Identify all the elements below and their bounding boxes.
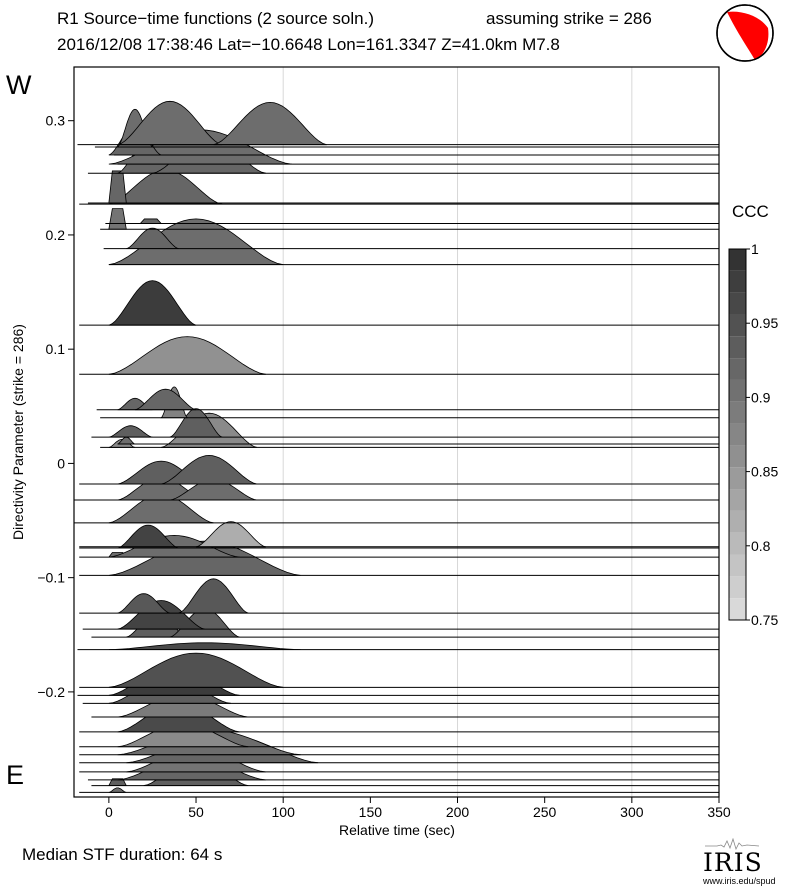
- stf-pulse: [108, 208, 127, 230]
- stf-pulse: [169, 408, 223, 438]
- stf-trace: [77, 100, 719, 146]
- stf-pulse: [213, 101, 327, 146]
- colorbar-tick-label: 0.85: [751, 464, 778, 480]
- plot-frame: [73, 66, 720, 798]
- stf-pulse: [108, 425, 153, 438]
- x-tick-label: 50: [188, 804, 204, 820]
- stf-trace: [79, 521, 719, 548]
- stf-pulse: [161, 454, 258, 485]
- colorbar-band: [729, 532, 746, 555]
- y-tick-label: 0: [57, 455, 65, 471]
- colorbar-band: [729, 249, 746, 271]
- colorbar-band: [729, 358, 746, 380]
- y-tick-label: 0.2: [46, 227, 66, 243]
- iris-logo: IRIS www.iris.edu/spud: [703, 838, 776, 886]
- stf-pulse: [108, 170, 127, 204]
- stf-trace: [79, 578, 719, 614]
- stf-trace: [79, 280, 719, 326]
- colorbar-band: [729, 423, 746, 446]
- colorbar-tick-label: 0.75: [751, 612, 778, 628]
- colorbar-frame: [728, 248, 747, 621]
- stf-pulse: [108, 787, 127, 793]
- x-axis: 0 50 100 150 200 250 300 350: [105, 797, 731, 820]
- stf-trace: [79, 787, 719, 793]
- x-tick-label: 350: [707, 804, 731, 820]
- stf-pulse: [117, 600, 205, 630]
- colorbar-band: [729, 314, 746, 337]
- ccc-colorbar: 1 0.95 0.9 0.85 0.8 0.75: [728, 241, 778, 628]
- colorbar-tick-label: 1: [751, 241, 759, 257]
- stf-pulse: [117, 524, 179, 549]
- stf-trace: [77, 642, 719, 651]
- stf-pulse: [108, 652, 284, 688]
- seismogram-icon: [705, 838, 760, 850]
- stf-trace: [96, 388, 719, 411]
- x-tick-label: 150: [359, 804, 383, 820]
- colorbar-band: [729, 554, 746, 577]
- traces-layer: [74, 100, 719, 793]
- colorbar-band: [729, 401, 746, 424]
- colorbar-band: [729, 576, 746, 599]
- x-tick-label: 300: [620, 804, 644, 820]
- y-tick-label: −0.1: [37, 570, 65, 586]
- y-axis-label: Directivity Parameter (strike = 286): [10, 324, 26, 540]
- x-tick-label: 100: [272, 804, 296, 820]
- stf-trace: [79, 454, 719, 485]
- stf-pulse: [108, 336, 266, 375]
- stf-pulse: [117, 593, 171, 614]
- colorbar-tick-label: 0.9: [751, 389, 771, 405]
- colorbar-band: [729, 270, 746, 293]
- colorbar-title: CCC: [732, 202, 769, 221]
- stf-trace: [79, 336, 719, 375]
- stf-pulse: [139, 218, 163, 224]
- stf-trace: [105, 218, 719, 225]
- iris-wordmark: IRIS: [703, 848, 763, 877]
- east-label: E: [6, 760, 25, 790]
- colorbar-band: [729, 598, 746, 620]
- stf-trace: [79, 524, 719, 549]
- event-info: 2016/12/08 17:38:46 Lat=−10.6648 Lon=161…: [57, 35, 560, 54]
- x-tick-label: 250: [533, 804, 557, 820]
- y-axis: 0.3 0.2 0.1 0 −0.1 −0.2: [37, 113, 74, 700]
- colorbar-band: [729, 445, 746, 468]
- stf-pulse: [108, 642, 301, 651]
- x-grid: [282, 67, 633, 797]
- stf-trace: [79, 652, 719, 688]
- stf-pulse: [134, 388, 197, 411]
- y-tick-label: −0.2: [37, 684, 65, 700]
- stf-pulse: [117, 100, 223, 146]
- stf-pulse: [108, 280, 197, 326]
- west-label: W: [6, 70, 32, 100]
- stf-trace: [100, 208, 719, 230]
- stf-trace: [103, 227, 719, 250]
- stf-trace: [91, 408, 719, 438]
- colorbar-band: [729, 336, 746, 359]
- stf-trace: [74, 476, 719, 501]
- colorbar-band: [729, 379, 746, 402]
- beachball-icon: [716, 4, 774, 62]
- stf-pulse: [195, 521, 266, 548]
- y-tick-label: 0.1: [46, 341, 66, 357]
- colorbar-band: [729, 489, 746, 511]
- colorbar-band: [729, 467, 746, 490]
- stf-pulse: [178, 578, 249, 614]
- x-tick-label: 200: [446, 804, 470, 820]
- median-duration: Median STF duration: 64 s: [22, 845, 223, 864]
- iris-url: www.iris.edu/spud: [703, 876, 776, 886]
- stf-pulse: [126, 227, 179, 250]
- x-tick-label: 0: [105, 804, 113, 820]
- colorbar-tick-label: 0.8: [751, 538, 771, 554]
- x-axis-label: Relative time (sec): [339, 822, 455, 838]
- chart-title: R1 Source−time functions (2 source soln.…: [57, 9, 375, 28]
- colorbar-band: [729, 510, 746, 533]
- y-tick-label: 0.3: [46, 113, 66, 129]
- colorbar-tick-label: 0.95: [751, 315, 778, 331]
- strike-note: assuming strike = 286: [486, 9, 652, 28]
- colorbar-band: [729, 292, 746, 315]
- stf-trace: [82, 600, 719, 630]
